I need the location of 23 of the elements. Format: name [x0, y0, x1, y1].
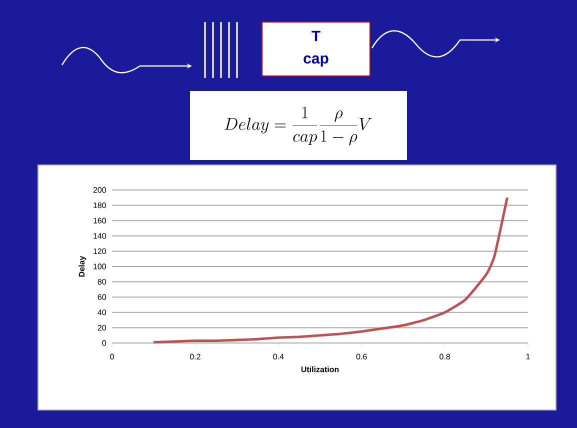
y-tick-label: 60 — [98, 294, 106, 300]
x-tick-label: 0 — [110, 354, 114, 360]
y-tick-label: 120 — [94, 248, 106, 254]
x-tick-label: 0.8 — [440, 354, 450, 360]
y-axis-title: Delay — [78, 256, 86, 277]
y-tick-label: 20 — [98, 324, 106, 331]
text: $Delay=\frac{1}{cap}\frac{\rho}{1-\rho}V$ — [224, 106, 372, 146]
y-tick-label: 100 — [94, 264, 106, 270]
y-tick-label: 200 — [93, 187, 106, 193]
y-tick-label: 40 — [98, 310, 106, 316]
line-series — [152, 196, 508, 344]
y-tick-label: 0 — [102, 340, 106, 346]
x-axis-title: Utilization — [301, 366, 339, 372]
y-tick-label: 140 — [94, 233, 106, 239]
x-tick-label: 0.4 — [273, 354, 284, 360]
x-tick-label: 1 — [526, 354, 530, 360]
y-tick-label: 180 — [94, 202, 106, 208]
text: T — [312, 30, 320, 42]
text: cap — [304, 55, 328, 67]
y-tick-label: 80 — [98, 278, 106, 285]
x-tick-label: 0.2 — [190, 354, 200, 360]
y-tick-label: 160 — [94, 218, 106, 224]
x-tick-label: 0.6 — [356, 354, 367, 360]
